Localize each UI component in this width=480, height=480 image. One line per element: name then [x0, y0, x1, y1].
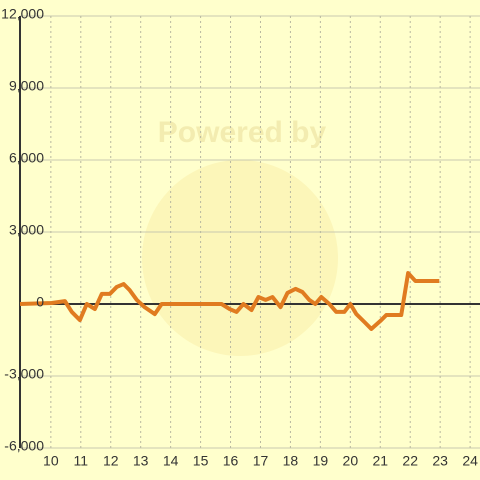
x-tick-label: 18: [283, 453, 299, 469]
x-tick-label: 20: [343, 453, 359, 469]
x-tick-label: 17: [253, 453, 269, 469]
x-tick-label: 14: [163, 453, 179, 469]
x-tick-label: 13: [133, 453, 149, 469]
x-tick-label: 24: [462, 453, 478, 469]
x-tick-label: 22: [402, 453, 418, 469]
line-series: [19, 271, 440, 331]
x-tick-label: 10: [43, 453, 59, 469]
watermark: Powered by: [158, 116, 327, 149]
y-tick-label: 3,000: [9, 222, 44, 238]
x-tick-label: 23: [432, 453, 448, 469]
y-tick-label: 9,000: [9, 78, 44, 94]
y-tick-label: -6,000: [4, 438, 44, 454]
x-tick-label: 21: [372, 453, 388, 469]
watermark-logo: [142, 160, 338, 356]
y-tick-label: 6,000: [9, 150, 44, 166]
x-tick-label: 11: [74, 453, 89, 469]
x-tick-label: 12: [103, 453, 119, 469]
y-tick-label: 12,000: [1, 6, 44, 22]
x-tick-label: 19: [313, 453, 329, 469]
y-tick-label: -3,000: [4, 366, 44, 382]
x-tick-label: 15: [193, 453, 209, 469]
x-tick-label: 16: [223, 453, 239, 469]
y-tick-label: 0: [36, 294, 44, 310]
